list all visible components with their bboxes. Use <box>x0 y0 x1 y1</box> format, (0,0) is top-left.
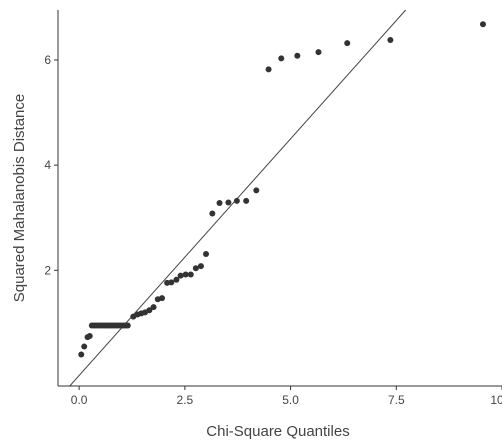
data-point <box>225 199 232 206</box>
data-point <box>192 265 199 272</box>
x-tick-label: 5.0 <box>282 393 299 407</box>
data-point <box>86 333 93 340</box>
data-point <box>150 304 157 311</box>
data-point <box>124 322 131 329</box>
data-point <box>81 343 88 350</box>
x-axis-title: Chi-Square Quantiles <box>206 423 349 440</box>
plot-area <box>69 9 486 387</box>
data-point <box>479 21 486 28</box>
data-point <box>294 52 301 59</box>
data-point <box>203 251 209 258</box>
data-point <box>387 36 394 43</box>
x-axis-ticks: 0.0 2.5 5.0 7.5 10.0 <box>71 386 502 407</box>
data-point <box>177 272 184 279</box>
y-axis-ticks: 2 4 6 <box>44 53 58 277</box>
data-point <box>315 49 322 56</box>
data-point <box>182 271 189 278</box>
reference-line <box>69 9 407 387</box>
data-point <box>216 199 223 206</box>
y-tick-label: 6 <box>44 53 51 67</box>
y-tick-label: 2 <box>44 263 51 277</box>
data-point <box>187 271 194 278</box>
y-tick-label: 4 <box>44 158 51 172</box>
data-point <box>209 210 216 217</box>
x-tick-label: 7.5 <box>388 393 405 407</box>
data-point <box>197 263 204 270</box>
data-point <box>233 197 240 204</box>
data-point <box>278 55 285 62</box>
data-point <box>159 295 166 302</box>
data-point <box>78 351 85 358</box>
data-point <box>168 279 175 286</box>
data-point <box>253 187 260 194</box>
x-tick-label: 2.5 <box>177 393 194 407</box>
y-axis-title: Squared Mahalanobis Distance <box>11 94 28 302</box>
data-point <box>173 276 180 283</box>
data-point <box>243 197 250 204</box>
x-tick-label: 10.0 <box>490 393 502 407</box>
x-tick-label: 0.0 <box>71 393 88 407</box>
data-point <box>146 307 153 314</box>
data-point <box>344 40 351 47</box>
data-point <box>265 66 272 73</box>
